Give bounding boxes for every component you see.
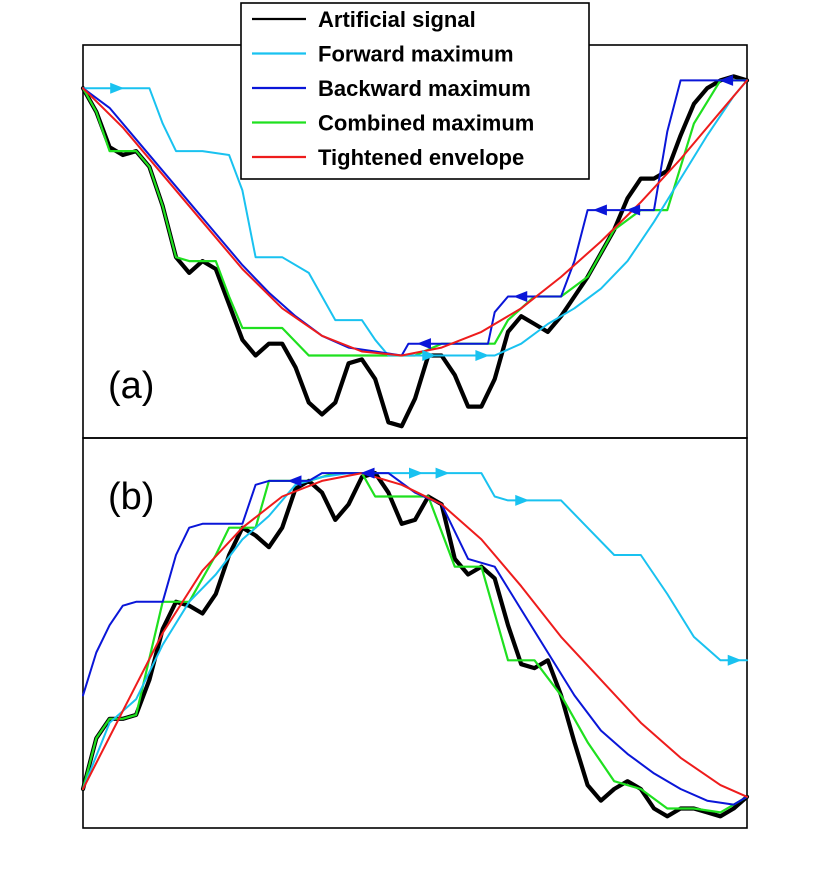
series-artificial-signal-line <box>80 471 750 819</box>
backward-arrow-marker <box>287 475 302 487</box>
backward-arrow-marker <box>416 338 431 350</box>
backward-arrow-marker <box>719 74 734 86</box>
legend-items: Artificial signal Forward maximum Backward… <box>252 7 534 170</box>
series-artificial-signal-line <box>80 74 750 429</box>
forward-arrow-marker <box>435 467 450 479</box>
series-backward-maximum-line <box>82 472 748 806</box>
backward-arrow-marker <box>513 291 528 303</box>
panel-b-label: (b) <box>108 476 154 518</box>
panel-a-label: (a) <box>108 365 154 407</box>
series-tightened-envelope-line <box>82 79 748 357</box>
legend-label: Artificial signal <box>318 7 476 32</box>
backward-arrow-marker <box>360 467 375 479</box>
legend-label: Backward maximum <box>318 76 531 101</box>
legend-label: Combined maximum <box>318 111 534 136</box>
panel-a-plot <box>80 74 750 429</box>
forward-arrow-marker <box>409 467 423 479</box>
forward-arrow-marker <box>475 349 490 361</box>
forward-arrow-marker <box>422 349 437 361</box>
forward-arrow-marker <box>727 654 742 666</box>
panel-b-plot <box>80 467 750 819</box>
series-forward-maximum-line <box>82 472 748 790</box>
forward-arrow-marker <box>110 82 125 94</box>
legend: Artificial signal Forward maximum Backward… <box>240 2 590 180</box>
panel-b-frame <box>82 437 748 829</box>
series-combined-maximum-line <box>81 472 749 814</box>
series-tightened-envelope-line <box>82 472 748 798</box>
forward-arrow-marker <box>515 494 530 506</box>
backward-arrow-marker <box>626 204 641 216</box>
legend-box <box>240 2 590 180</box>
legend-label: Forward maximum <box>318 42 514 67</box>
backward-arrow-marker <box>592 204 607 216</box>
legend-label: Tightened envelope <box>318 145 524 170</box>
